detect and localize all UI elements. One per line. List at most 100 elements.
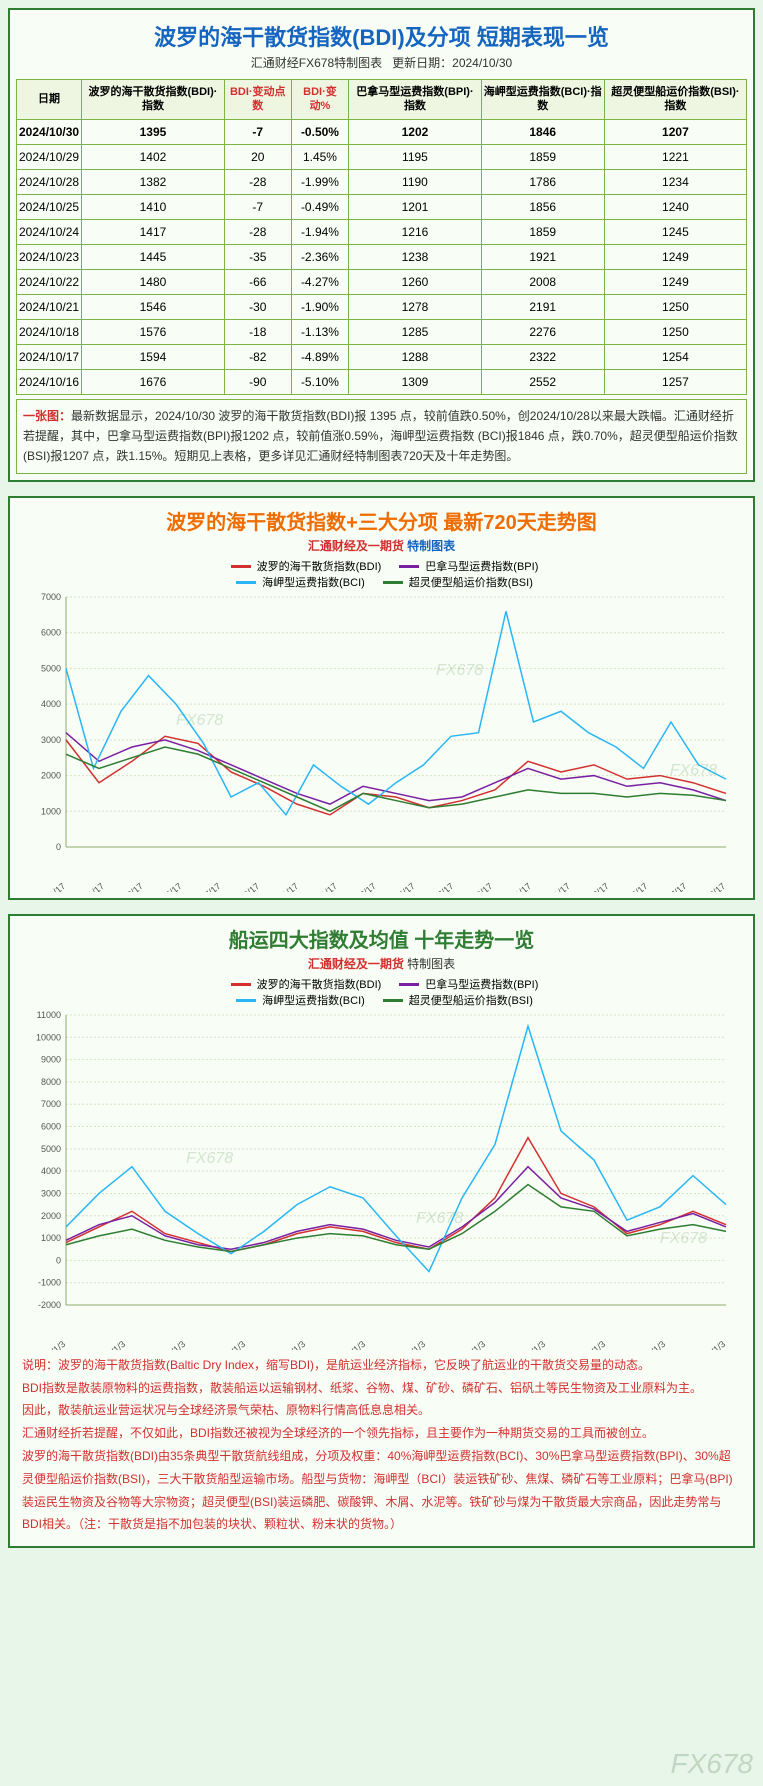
table-cell: 1249 (604, 269, 746, 294)
table-cell: -7 (224, 194, 291, 219)
table-cell: -7 (224, 119, 291, 144)
chart2-legend: 波罗的海干散货指数(BDI)巴拿马型运费指数(BPI)海岬型运费指数(BCI)超… (16, 976, 747, 1008)
table-row: 2024/10/211546-30-1.90%127821911250 (17, 294, 747, 319)
svg-text:2013/1/3: 2013/1/3 (34, 1339, 67, 1350)
chart1-body: 010002000300040005000600070002021/11/172… (16, 592, 747, 892)
table-cell: 1250 (604, 319, 746, 344)
legend-swatch (236, 581, 256, 584)
svg-text:2018/1/3: 2018/1/3 (334, 1339, 367, 1350)
table-row: 2024/10/291402201.45%119518591221 (17, 144, 747, 169)
table-row: 2024/10/181576-18-1.13%128522761250 (17, 319, 747, 344)
table-cell: 1859 (481, 219, 604, 244)
table-cell: -30 (224, 294, 291, 319)
svg-text:2020/1/3: 2020/1/3 (454, 1339, 487, 1350)
legend-swatch (399, 565, 419, 568)
table-cell: 1395 (82, 119, 225, 144)
table-cell: -18 (224, 319, 291, 344)
table-cell: 1546 (82, 294, 225, 319)
svg-text:4000: 4000 (41, 699, 61, 709)
table-cell: 1207 (604, 119, 746, 144)
table-cell: 1221 (604, 144, 746, 169)
table-cell: -35 (224, 244, 291, 269)
svg-text:11000: 11000 (37, 1010, 61, 1020)
svg-text:6000: 6000 (41, 1121, 61, 1131)
table-cell: 2024/10/29 (17, 144, 82, 169)
table-cell: -28 (224, 219, 291, 244)
svg-text:2022/9/17: 2022/9/17 (224, 881, 261, 892)
table-cell: 1195 (349, 144, 481, 169)
svg-text:2019/1/3: 2019/1/3 (394, 1339, 427, 1350)
table-cell: 2024/10/30 (17, 119, 82, 144)
table-cell: -1.90% (291, 294, 349, 319)
col-header: 日期 (17, 80, 82, 120)
table-cell: -28 (224, 169, 291, 194)
table-row: 2024/10/241417-28-1.94%121618591245 (17, 219, 747, 244)
legend-item: 海岬型运费指数(BCI) (230, 577, 365, 589)
svg-text:6000: 6000 (41, 627, 61, 637)
legend-swatch (383, 581, 403, 584)
table-cell: 1285 (349, 319, 481, 344)
svg-text:2017/1/3: 2017/1/3 (274, 1339, 307, 1350)
svg-text:1000: 1000 (41, 806, 61, 816)
col-header: 海岬型运费指数(BCI)·指数 (481, 80, 604, 120)
table-cell: 20 (224, 144, 291, 169)
table-cell: 1676 (82, 369, 225, 394)
svg-text:7000: 7000 (41, 592, 61, 602)
legend-item: 巴拿马型运费指数(BPI) (393, 979, 538, 991)
table-cell: 1402 (82, 144, 225, 169)
svg-text:-2000: -2000 (38, 1300, 61, 1310)
desc-line: BDI指数是散装原物料的运费指数，散装船运以运输钢材、纸浆、谷物、煤、矿砂、磷矿… (22, 1377, 741, 1400)
svg-text:8000: 8000 (41, 1077, 61, 1087)
table-cell: 1216 (349, 219, 481, 244)
chart1-panel: 波罗的海干散货指数+三大分项 最新720天走势图 汇通财经及一期货 特制图表 波… (8, 496, 755, 900)
table-cell: 2024/10/24 (17, 219, 82, 244)
svg-text:2024/7/17: 2024/7/17 (651, 881, 688, 892)
table-row: 2024/10/231445-35-2.36%123819211249 (17, 244, 747, 269)
table-cell: 2024/10/18 (17, 319, 82, 344)
table-cell: 1202 (349, 119, 481, 144)
panel1-note: 一张图：最新数据显示，2024/10/30 波罗的海干散货指数(BDI)报 13… (16, 399, 747, 474)
table-cell: 1240 (604, 194, 746, 219)
svg-text:2024/9/17: 2024/9/17 (690, 881, 727, 892)
svg-text:2023/7/17: 2023/7/17 (418, 881, 455, 892)
svg-text:2024/1/3: 2024/1/3 (694, 1339, 727, 1350)
bdi-table: 日期波罗的海干散货指数(BDI)·指数BDI·变动点数BDI·变动%巴拿马型运费… (16, 79, 747, 395)
table-cell: 2008 (481, 269, 604, 294)
svg-text:2022/11/17: 2022/11/17 (260, 881, 300, 892)
legend-item: 巴拿马型运费指数(BPI) (393, 561, 538, 573)
table-cell: 1238 (349, 244, 481, 269)
table-cell: 2276 (481, 319, 604, 344)
table-cell: 1257 (604, 369, 746, 394)
table-cell: 1921 (481, 244, 604, 269)
svg-text:10000: 10000 (36, 1032, 61, 1042)
svg-text:2024/1/17: 2024/1/17 (535, 881, 572, 892)
svg-text:2024/5/17: 2024/5/17 (613, 881, 650, 892)
table-cell: -2.36% (291, 244, 349, 269)
svg-text:7000: 7000 (41, 1099, 61, 1109)
chart1-title: 波罗的海干散货指数+三大分项 最新720天走势图 (16, 506, 747, 535)
legend-item: 海岬型运费指数(BCI) (230, 995, 365, 1007)
table-cell: 2322 (481, 344, 604, 369)
svg-text:2021/11/17: 2021/11/17 (27, 881, 67, 892)
table-panel: 波罗的海干散货指数(BDI)及分项 短期表现一览 汇通财经FX678特制图表 更… (8, 8, 755, 482)
table-cell: 1234 (604, 169, 746, 194)
svg-text:1000: 1000 (41, 1233, 61, 1243)
legend-swatch (383, 999, 403, 1002)
svg-text:0: 0 (56, 842, 61, 852)
table-cell: 1786 (481, 169, 604, 194)
panel1-subtitle: 汇通财经FX678特制图表 更新日期：2024/10/30 (16, 54, 747, 71)
table-cell: 1856 (481, 194, 604, 219)
svg-text:2023/5/17: 2023/5/17 (380, 881, 417, 892)
table-cell: 1309 (349, 369, 481, 394)
svg-text:2024/3/17: 2024/3/17 (574, 881, 611, 892)
svg-text:0: 0 (56, 1255, 61, 1265)
chart2-title: 船运四大指数及均值 十年走势一览 (16, 924, 747, 953)
table-row: 2024/10/251410-7-0.49%120118561240 (17, 194, 747, 219)
table-cell: -1.94% (291, 219, 349, 244)
desc-line: 汇通财经折若提醒，不仅如此，BDI指数还被视为全球经济的一个领先指标，且主要作为… (22, 1422, 741, 1445)
col-header: 巴拿马型运费指数(BPI)·指数 (349, 80, 481, 120)
desc-line: 波罗的海干散货指数(BDI)由35条典型干散货航线组成，分项及权重：40%海岬型… (22, 1445, 741, 1536)
svg-text:-1000: -1000 (38, 1277, 61, 1287)
table-cell: -4.27% (291, 269, 349, 294)
chart1-sub: 汇通财经及一期货 特制图表 (16, 537, 747, 554)
